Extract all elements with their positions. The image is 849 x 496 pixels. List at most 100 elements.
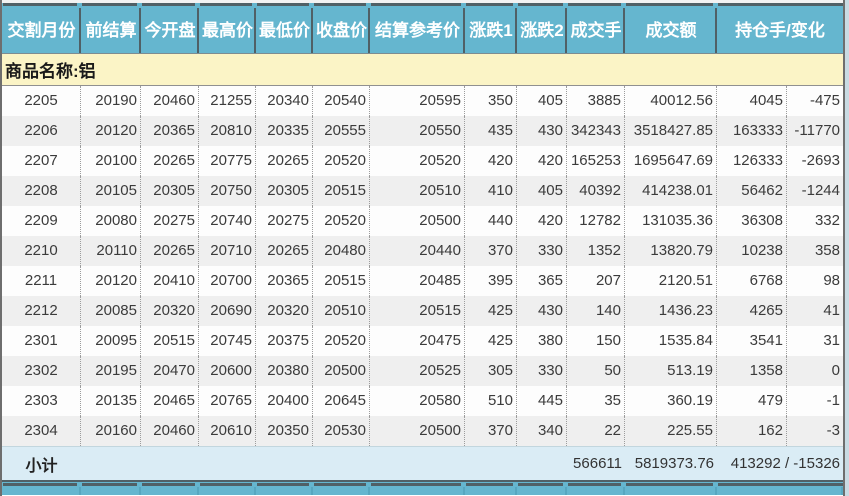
value-cell: 350: [465, 86, 517, 116]
subtotal-volume: 566611: [573, 455, 622, 472]
value-cell: 410: [465, 176, 517, 206]
value-cell: 225.55: [625, 416, 717, 446]
table-row[interactable]: 2205 20190 20460 21255 20340 20540 20595 350 405…: [2, 86, 843, 116]
table-row[interactable]: 2212 20085 20320 20690 20320 20510 20515 425 430…: [2, 296, 843, 326]
previous-section-edge: [2, 0, 843, 3]
delivery-month-cell: 2303: [2, 386, 81, 416]
value-cell: 20485: [370, 266, 465, 296]
value-cell: 20550: [370, 116, 465, 146]
value-cell: 20500: [370, 206, 465, 236]
value-cell: 20195: [81, 356, 141, 386]
value-cell: 20595: [370, 86, 465, 116]
table-row[interactable]: 2208 20105 20305 20750 20305 20515 20510 410 405…: [2, 176, 843, 206]
value-cell: 479: [717, 386, 787, 416]
value-cell: 21255: [199, 86, 256, 116]
table-row[interactable]: 2303 20135 20465 20765 20400 20645 20580 510 445…: [2, 386, 843, 416]
value-cell: 20190: [81, 86, 141, 116]
header-cell: 涨跌1: [465, 3, 517, 53]
table-row[interactable]: 2207 20100 20265 20775 20265 20520 20520 420 420…: [2, 146, 843, 176]
table-row[interactable]: 2304 20160 20460 20610 20350 20530 20500 370 340…: [2, 416, 843, 446]
value-cell: 40012.56: [625, 86, 717, 116]
value-cell: 20340: [256, 86, 313, 116]
next-header-cell-edge: [517, 482, 567, 495]
next-header-cell-edge: [313, 482, 370, 495]
header-cell: 持仓手/变化: [717, 3, 843, 53]
delivery-month-cell: 2302: [2, 356, 81, 386]
delivery-month-cell: 2205: [2, 86, 81, 116]
table-row[interactable]: 2301 20095 20515 20745 20375 20520 20475 425 380…: [2, 326, 843, 356]
value-cell: 20515: [313, 266, 370, 296]
value-cell: -1244: [801, 182, 840, 199]
table-row[interactable]: 2211 20120 20410 20700 20365 20515 20485 395 365…: [2, 266, 843, 296]
table-row[interactable]: 2209 20080 20275 20740 20275 20520 20500 440 420…: [2, 206, 843, 236]
table-header-row: 交割月份 前结算 今开盘 最高价 最低价 收盘价 结算参考价 涨跌1 涨跌2 成交手 成交额 持仓手/…: [2, 3, 843, 53]
value-cell: 20375: [256, 326, 313, 356]
table-row[interactable]: 2206 20120 20365 20810 20335 20555 20550 435 430…: [2, 116, 843, 146]
value-cell: 20080: [81, 206, 141, 236]
value-cell: 162: [717, 416, 787, 446]
value-cell: -3: [826, 422, 840, 439]
value-cell: 365: [517, 266, 567, 296]
next-header-cell-edge: [199, 482, 256, 495]
value-cell: 20540: [313, 86, 370, 116]
value-cell: 20515: [313, 176, 370, 206]
value-cell: 342343: [567, 116, 625, 146]
value-cell: 20510: [370, 176, 465, 206]
value-cell: 20500: [370, 416, 465, 446]
value-cell: 20700: [199, 266, 256, 296]
table-row[interactable]: 2302 20195 20470 20600 20380 20500 20525 305 330…: [2, 356, 843, 386]
value-cell: 332: [814, 212, 840, 229]
value-cell: 20710: [199, 236, 256, 266]
value-cell: 20320: [256, 296, 313, 326]
value-cell: 20265: [256, 236, 313, 266]
delivery-month-cell: 2209: [2, 206, 81, 236]
value-cell: 20460: [141, 416, 199, 446]
table-row[interactable]: 2210 20110 20265 20710 20265 20480 20440 370 330…: [2, 236, 843, 266]
value-cell: 20750: [199, 176, 256, 206]
value-cell: 20305: [141, 176, 199, 206]
header-cell: 最高价: [199, 3, 256, 53]
value-cell: 20690: [199, 296, 256, 326]
value-cell: 20510: [313, 296, 370, 326]
value-cell: 20110: [81, 236, 141, 266]
value-cell: 20365: [256, 266, 313, 296]
value-cell: 20520: [313, 206, 370, 236]
value-cell: 98: [823, 272, 840, 289]
value-cell: 31: [823, 332, 840, 349]
value-cell: 20085: [81, 296, 141, 326]
value-cell: 36308: [717, 206, 787, 236]
value-cell: 405: [517, 86, 567, 116]
value-cell: 20520: [313, 146, 370, 176]
next-header-cell-edge: [256, 482, 313, 495]
value-cell: 20480: [313, 236, 370, 266]
value-cell: 358: [814, 242, 840, 259]
table-body: 2205 20190 20460 21255 20340 20540 20595 350 405…: [2, 86, 843, 446]
value-cell: 20265: [141, 236, 199, 266]
value-cell: 20610: [199, 416, 256, 446]
delivery-month-cell: 2301: [2, 326, 81, 356]
next-header-cell-edge: [81, 482, 141, 495]
value-cell: 370: [465, 236, 517, 266]
value-cell: 20765: [199, 386, 256, 416]
value-cell: 1695647.69: [625, 146, 717, 176]
value-cell: 20440: [370, 236, 465, 266]
delivery-month-cell: 2211: [2, 266, 81, 296]
value-cell: 13820.79: [625, 236, 717, 266]
header-cell: 交割月份: [2, 3, 81, 53]
value-cell: 20350: [256, 416, 313, 446]
value-cell: 207: [567, 266, 625, 296]
value-cell: 20100: [81, 146, 141, 176]
delivery-month-cell: 2206: [2, 116, 81, 146]
delivery-month-cell: 2304: [2, 416, 81, 446]
value-cell: 20740: [199, 206, 256, 236]
value-cell: 340: [517, 416, 567, 446]
subtotal-turnover: 5819373.76: [634, 455, 714, 472]
value-cell: 20580: [370, 386, 465, 416]
value-cell: 3518427.85: [625, 116, 717, 146]
next-header-cell-edge: [625, 482, 717, 495]
value-cell: 50: [567, 356, 625, 386]
subtotal-label: 小计: [25, 457, 58, 475]
value-cell: 56462: [717, 176, 787, 206]
value-cell: 420: [517, 206, 567, 236]
next-header-cell-edge: [465, 482, 517, 495]
